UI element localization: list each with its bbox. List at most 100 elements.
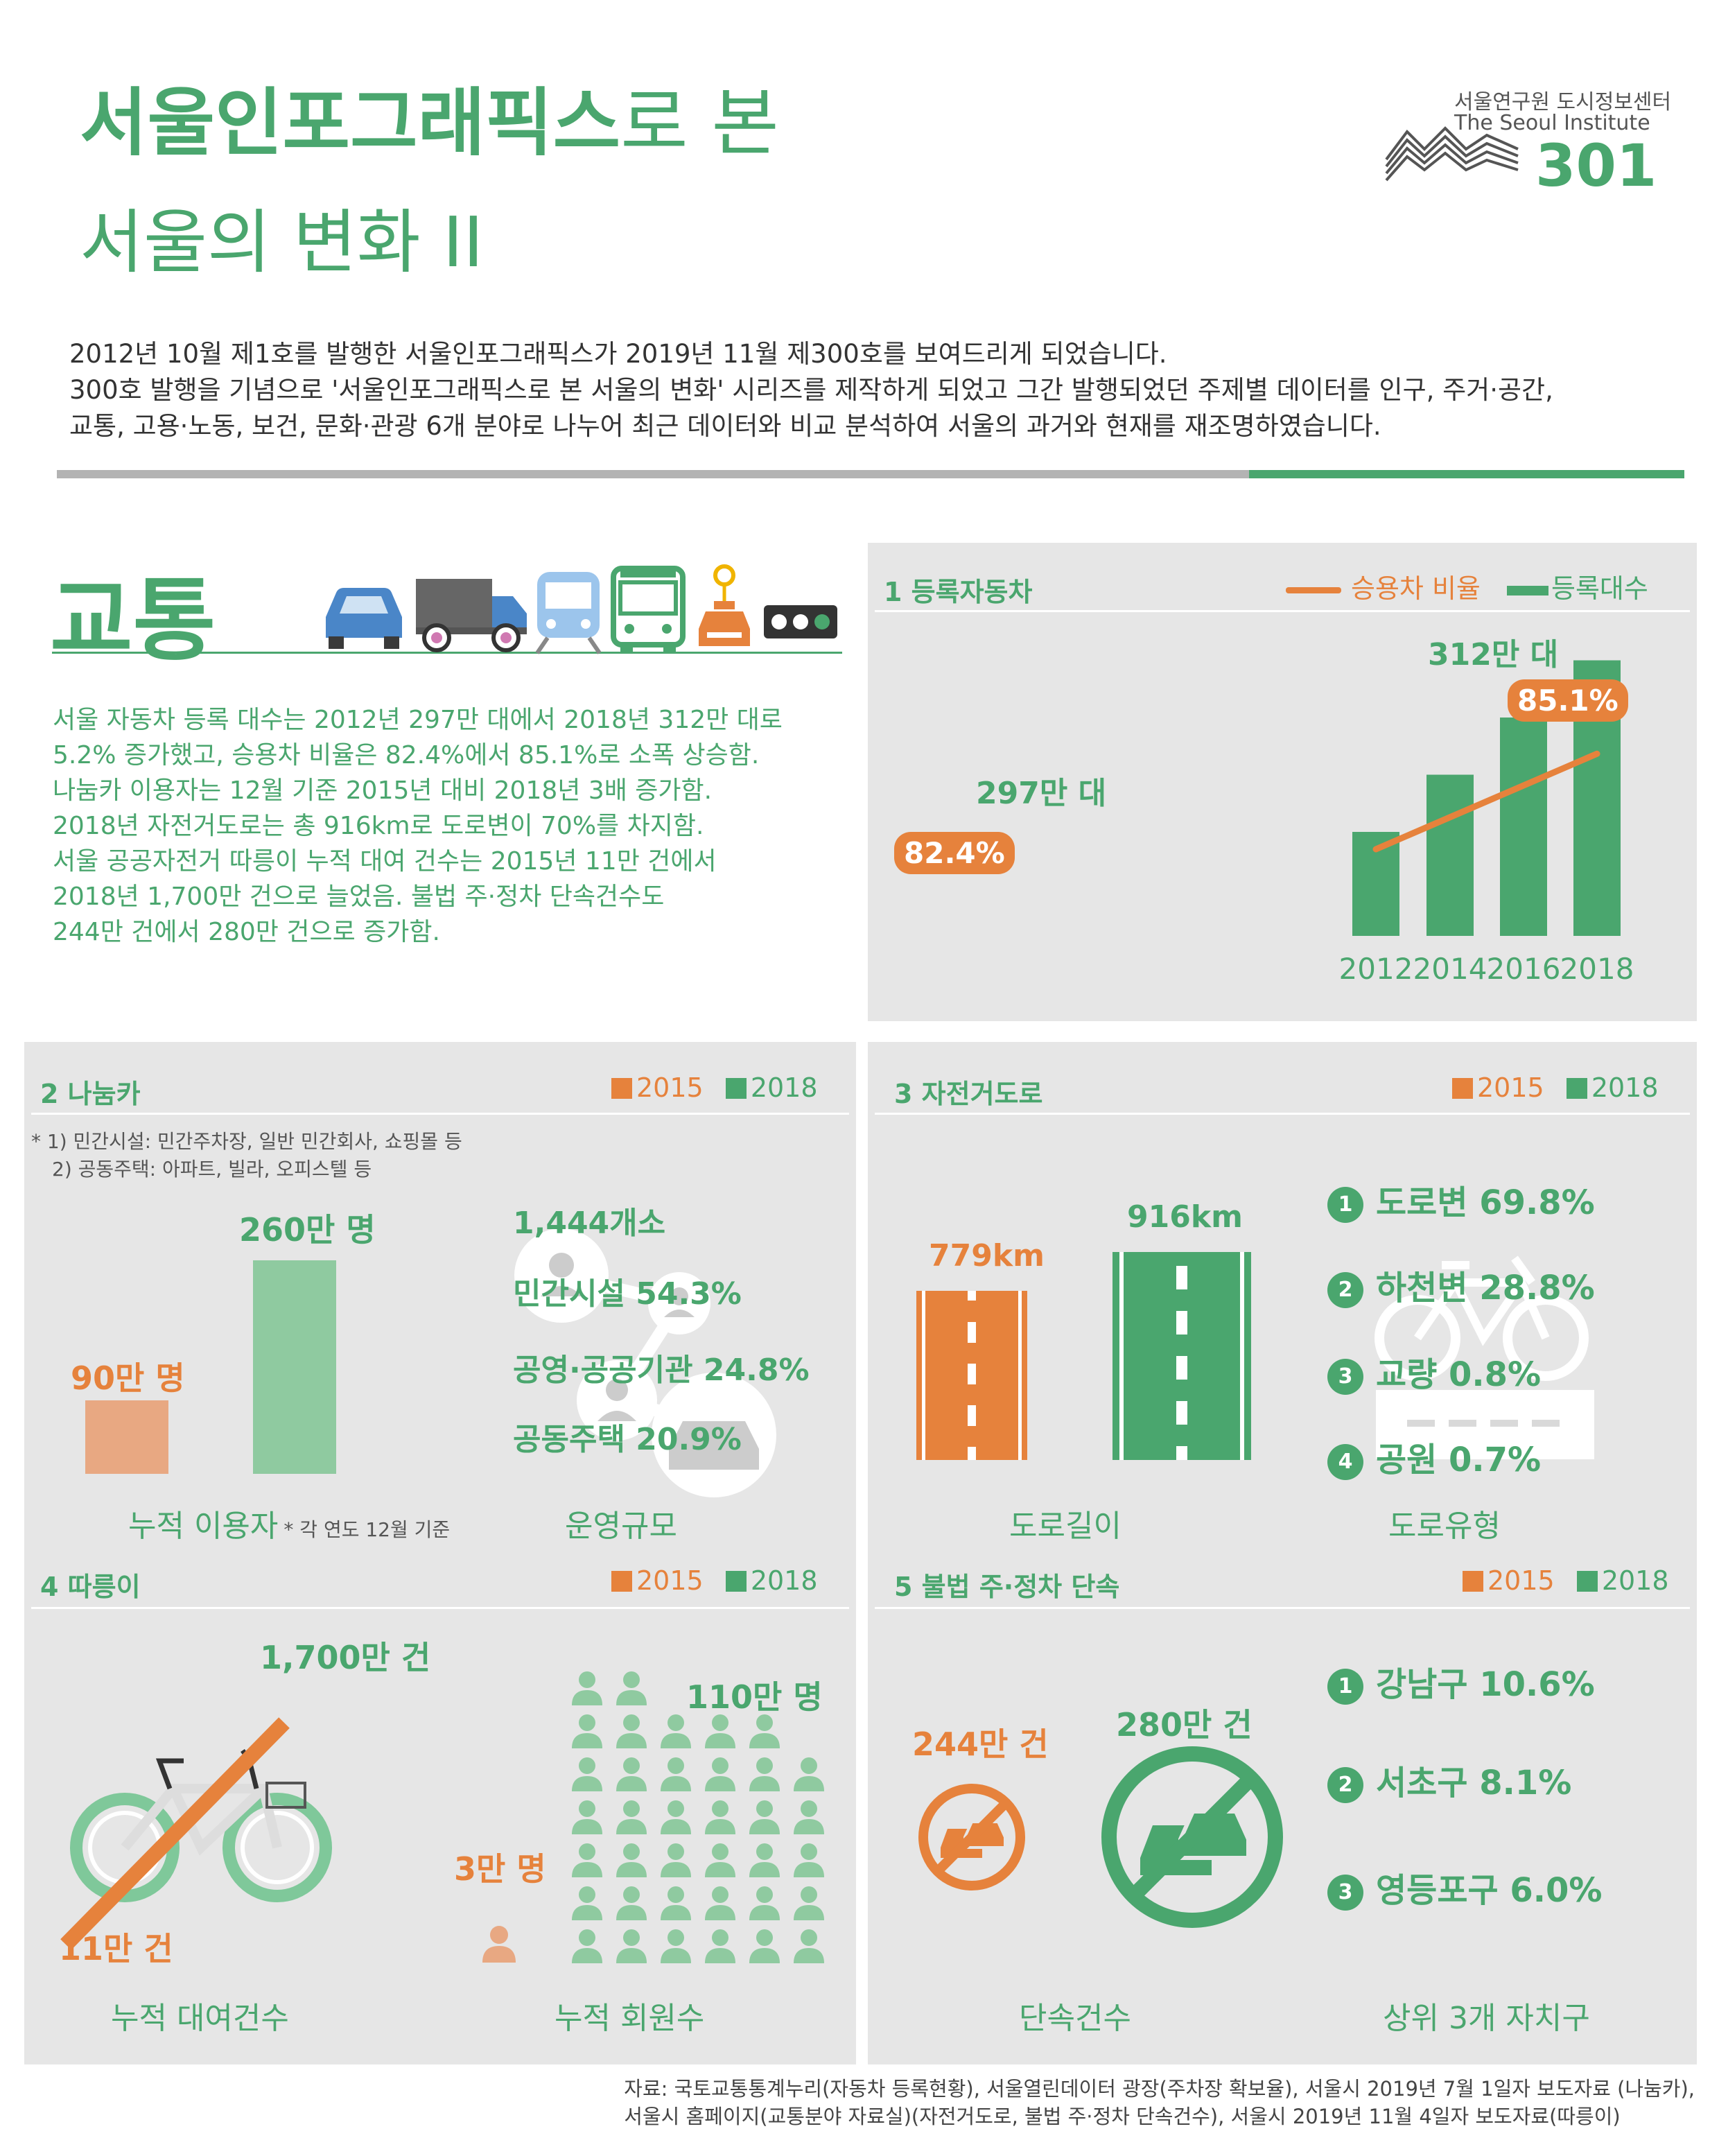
source-line: 자료: 국토교통통계누리(자동차 등록현황), 서울열린데이터 광장(주차장 확… <box>624 2077 1695 2101</box>
users-2015-label: 90만 명 <box>71 1359 185 1397</box>
section-summary: 서울 자동차 등록 대수는 2012년 297만 대에서 2018년 312만 … <box>53 702 783 950</box>
bar-2014 <box>1426 774 1474 936</box>
ttareungi-bike-icon <box>60 1717 332 1950</box>
org-name: 서울연구원 도시정보센터 <box>1454 90 1672 114</box>
pct-start-badge: 82.4% <box>894 832 1015 874</box>
person-icon <box>749 1929 780 1963</box>
members-people-grid <box>572 1671 824 1963</box>
summary-line: 서울 자동차 등록 대수는 2012년 297만 대에서 2018년 312만 … <box>53 706 783 734</box>
cap-type: 도로유형 <box>1388 1509 1501 1544</box>
legend-line-icon <box>1286 587 1341 593</box>
rank-text: 강남구 10.6% <box>1376 1665 1595 1704</box>
cap-top-districts: 상위 3개 자치구 <box>1383 2001 1590 2036</box>
person-icon <box>705 1886 735 1920</box>
panel2-note2: 2) 공동주택: 아파트, 빌라, 오피스텔 등 <box>52 1158 372 1181</box>
person-icon <box>749 1757 780 1791</box>
rank-badge: 2 <box>1327 1272 1363 1308</box>
person-icon <box>705 1800 735 1834</box>
panel4-legend: 2015 2018 <box>611 1565 818 1596</box>
rank-badge: 3 <box>1327 1359 1363 1395</box>
cap-users-note: * 각 연도 12월 기준 <box>283 1518 451 1541</box>
intro-line: 300호 발행을 기념으로 '서울인포그래픽스로 본 서울의 변화' 시리즈를 … <box>69 375 1553 405</box>
rank-text: 영등포구 6.0% <box>1376 1871 1603 1910</box>
person-icon <box>661 1757 691 1791</box>
nanumcar-item2: 공영·공공기관 24.8% <box>513 1353 810 1388</box>
panel1-title: 1 등록자동차 <box>884 577 1033 607</box>
org-name-en: The Seoul Institute <box>1454 111 1650 135</box>
cap-length: 도로길이 <box>1009 1509 1122 1544</box>
district-rank-1: 1 강남구 10.6% <box>1327 1657 1595 1705</box>
legend-2015: 2015 <box>1487 1565 1555 1596</box>
person-icon <box>794 1757 824 1791</box>
issue-number: 301 <box>1535 132 1657 200</box>
rent-2015-label: 11만 건 <box>59 1930 173 1967</box>
legend-2015-swatch <box>1452 1078 1473 1099</box>
car-icon <box>326 588 402 649</box>
title-bold: 서울인포그래픽스 <box>80 80 621 166</box>
cap-scale: 운영규모 <box>565 1509 677 1544</box>
label-297: 297만 대 <box>976 776 1107 811</box>
rent-2018-label: 1,700만 건 <box>260 1639 431 1676</box>
summary-line: 서울 공공자전거 따릉이 누적 대여 건수는 2015년 11만 건에서 <box>53 847 717 876</box>
passenger-car-ratio-line <box>1372 750 1600 853</box>
rank-badge: 2 <box>1327 1767 1363 1803</box>
summary-line: 2018년 1,700만 건으로 늘었음. 불법 주·정차 단속건수도 <box>53 883 665 911</box>
person-icon <box>616 1929 647 1963</box>
member-2015-icon <box>478 1922 520 1967</box>
district-rank-2: 2 서초구 8.1% <box>1327 1755 1571 1804</box>
person-icon <box>794 1843 824 1877</box>
no-parking-2018-icon <box>1101 1746 1283 1928</box>
panel3-legend: 2015 2018 <box>1452 1072 1659 1103</box>
person-icon <box>749 1800 780 1834</box>
person-icon <box>794 1886 824 1920</box>
legend-bar-label: 등록대수 <box>1551 573 1648 604</box>
person-icon <box>661 1800 691 1834</box>
person-icon <box>705 1714 735 1748</box>
person-icon <box>572 1757 602 1791</box>
person-icon <box>661 1886 691 1920</box>
legend-2018-swatch <box>1576 1571 1598 1592</box>
rank-badge: 1 <box>1327 1669 1363 1705</box>
rank-text: 도로변 69.8% <box>1376 1183 1595 1222</box>
bike-road-rank-3: 3 교량 0.8% <box>1327 1347 1541 1396</box>
nanumcar-item1: 민간시설 54.3% <box>513 1276 742 1312</box>
person-icon <box>616 1714 647 1748</box>
person-icon <box>616 1800 647 1834</box>
page-title: 서울인포그래픽스로 본 <box>80 82 779 165</box>
district-rank-3: 3 영등포구 6.0% <box>1327 1863 1602 1911</box>
legend-2015-swatch <box>1463 1571 1483 1592</box>
summary-line: 5.2% 증가했고, 승용차 비율은 82.4%에서 85.1%로 소폭 상승함… <box>53 741 760 770</box>
section-underline <box>52 652 842 654</box>
person-icon <box>572 1843 602 1877</box>
nanumcar-count: 1,444개소 <box>513 1206 666 1241</box>
person-icon <box>572 1671 602 1705</box>
users-2015-bar <box>85 1400 168 1474</box>
bike-road-rank-2: 2 하천변 28.8% <box>1327 1260 1595 1309</box>
bike-road-rank-4: 4 공원 0.7% <box>1327 1432 1541 1481</box>
legend-2015: 2015 <box>636 1072 704 1103</box>
panel4-rule <box>31 1607 849 1609</box>
users-2018-bar <box>253 1260 336 1474</box>
count-2018-label: 280만 건 <box>1116 1706 1253 1744</box>
intro-line: 교통, 고용·노동, 보건, 문화·관광 6개 분야로 나누어 최근 데이터와 … <box>69 411 1381 441</box>
legend-line-label: 승용차 비율 <box>1351 573 1481 604</box>
cap-users-text: 누적 이용자 <box>128 1509 279 1544</box>
registered-cars-chart: 2012 2014 2016 2018 <box>1339 660 1634 986</box>
legend-2015: 2015 <box>636 1565 704 1596</box>
nanumcar-item3: 공동주택 20.9% <box>513 1422 742 1457</box>
panel2-rule <box>31 1113 849 1115</box>
person-icon <box>749 1886 780 1920</box>
road-2018-icon <box>1112 1252 1251 1460</box>
rank-text: 하천변 28.8% <box>1376 1269 1595 1307</box>
panel2-title: 2 나눔카 <box>40 1079 141 1109</box>
person-icon <box>705 1843 735 1877</box>
members-2018-label: 110만 명 <box>686 1678 823 1716</box>
legend-bar-icon <box>1506 585 1548 595</box>
len-2018-label: 916km <box>1127 1199 1243 1235</box>
section-title: 교통 <box>50 568 216 673</box>
person-icon <box>794 1800 824 1834</box>
no-parking-2015-icon <box>918 1784 1025 1890</box>
source-note: 자료: 국토교통통계누리(자동차 등록현황), 서울열린데이터 광장(주차장 확… <box>624 2075 1695 2130</box>
source-line: 서울시 홈페이지(교통분야 자료실)(자전거도로, 불법 주·정차 단속건수),… <box>624 2105 1621 2128</box>
bus-icon <box>611 566 686 653</box>
